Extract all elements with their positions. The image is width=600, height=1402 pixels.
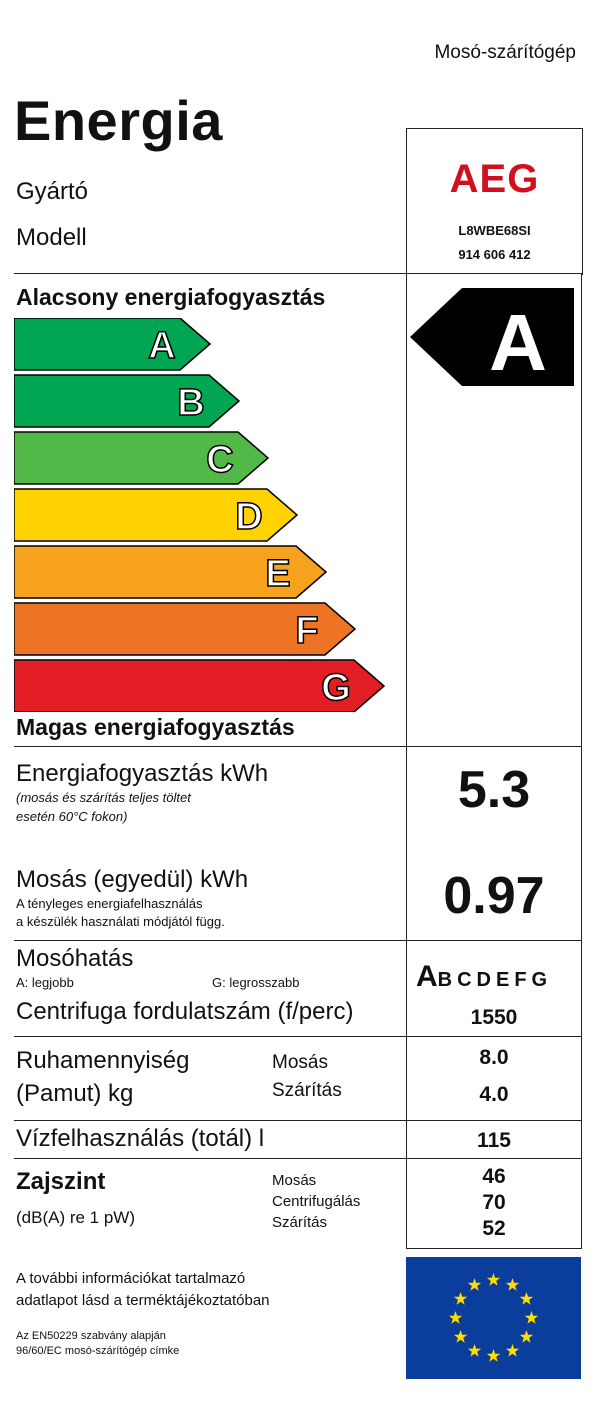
energy-consumption-value: 5.3	[457, 761, 531, 819]
noise-dry-value: 52	[482, 1217, 506, 1240]
capacity-wash-value: 8.0	[479, 1046, 509, 1069]
low-consumption-label: Alacsony energiafogyasztás	[16, 284, 326, 310]
capacity-dry-value: 4.0	[479, 1083, 509, 1106]
energy-consumption-note: (mosás és szárítás teljes töltet	[16, 790, 191, 805]
divider	[14, 273, 582, 274]
noise-label: Zajszint	[16, 1168, 106, 1195]
eu-star	[467, 1278, 482, 1291]
energy-class-bar-e: E	[14, 545, 328, 599]
washing-consumption-note: A tényleges energiafelhasználás	[16, 896, 203, 911]
washing-performance-scale: ABCDEFG	[416, 960, 576, 994]
eu-star	[448, 1311, 463, 1324]
noise-dry-label: Szárítás	[272, 1214, 328, 1231]
energy-class-letter: F	[295, 610, 318, 652]
energy-class-bar-g: G	[14, 659, 386, 712]
energy-class-bar-f: F	[14, 602, 357, 656]
eu-star	[486, 1349, 501, 1362]
standard-text: 96/60/EC mosó-szárítógép címke	[16, 1345, 180, 1357]
washing-consumption-note: a készülék használati módjától függ.	[16, 914, 225, 929]
eu-star	[505, 1343, 520, 1357]
energy-class-bar-b: B	[14, 374, 241, 428]
product-number: 914 606 412	[458, 247, 531, 262]
noise-spin-value: 70	[482, 1191, 506, 1214]
capacity-unit: (Pamut) kg	[16, 1080, 134, 1107]
washing-performance-class: A	[416, 960, 438, 993]
capacity-wash-label: Mosás	[272, 1052, 328, 1073]
washing-consumption-label: Mosás (egyedül) kWh	[16, 866, 249, 893]
energy-class-bar-d: D	[14, 488, 299, 542]
divider	[14, 746, 582, 747]
energy-consumption-note: esetén 60°C fokon)	[16, 809, 128, 824]
eu-star	[467, 1343, 482, 1357]
energy-rating-letter: A	[489, 298, 547, 386]
energy-class-letter: A	[148, 325, 175, 367]
divider	[14, 940, 582, 941]
eu-star	[486, 1273, 501, 1286]
energy-class-letter: E	[265, 553, 290, 595]
brand-logo: AEG	[449, 157, 540, 201]
water-consumption-value: 115	[477, 1129, 511, 1152]
noise-wash-label: Mosás	[272, 1172, 317, 1189]
manufacturer-label: Gyártó	[16, 178, 89, 205]
brand-box: AEG L8WBE68SI 914 606 412	[406, 128, 583, 275]
water-consumption-label: Vízfelhasználás (totál) l	[16, 1125, 265, 1152]
model-label: Modell	[16, 224, 87, 251]
washing-performance-label: Mosóhatás	[16, 945, 134, 972]
spin-speed-label: Centrifuga fordulatszám (f/perc)	[16, 998, 354, 1025]
noise-unit: (dB(A) re 1 pW)	[16, 1208, 136, 1227]
standard-text: Az EN50229 szabvány alapján	[16, 1330, 166, 1342]
capacity-label: Ruhamennyiség	[16, 1047, 190, 1074]
divider	[14, 1158, 582, 1159]
energy-class-bar-a: A	[14, 318, 212, 371]
capacity-dry-label: Szárítás	[272, 1080, 342, 1101]
eu-star	[505, 1278, 520, 1291]
energy-class-letter: D	[235, 496, 262, 538]
eu-star	[453, 1292, 468, 1305]
info-text: adatlapot lásd a terméktájékoztatóban	[16, 1292, 270, 1309]
energy-class-letter: C	[206, 439, 233, 481]
noise-wash-value: 46	[482, 1165, 506, 1188]
appliance-type: Mosó-szárítógép	[434, 42, 576, 63]
noise-spin-label: Centrifugálás	[272, 1193, 361, 1210]
eu-star	[524, 1311, 539, 1324]
model-number: L8WBE68SI	[458, 223, 531, 238]
right-border	[581, 273, 582, 1248]
energy-consumption-label: Energiafogyasztás kWh	[16, 760, 269, 787]
energy-rating-arrow: A	[410, 288, 574, 386]
washing-consumption-value: 0.97	[443, 867, 545, 925]
column-divider	[406, 273, 407, 1248]
divider	[406, 1248, 582, 1249]
energy-class-bar-c: C	[14, 431, 270, 485]
divider	[14, 1036, 582, 1037]
eu-star	[519, 1292, 534, 1305]
spin-speed-value: 1550	[470, 1006, 518, 1029]
eu-flag	[406, 1257, 581, 1379]
high-consumption-label: Magas energiafogyasztás	[16, 714, 295, 740]
eu-flag-stars	[448, 1273, 539, 1362]
label-title: Energia	[14, 89, 223, 152]
eu-star	[519, 1330, 534, 1343]
info-text: A további információkat tartalmazó	[16, 1270, 246, 1287]
energy-class-letter: G	[321, 667, 351, 709]
divider	[14, 1120, 582, 1121]
energy-class-letter: B	[177, 382, 204, 424]
energy-class-scale: ABCDEFG	[14, 318, 386, 712]
washing-performance-best: A: legjobb	[16, 975, 74, 990]
washing-performance-worst: G: legrosszabb	[212, 975, 300, 990]
washing-performance-other-classes: BCDEFG	[437, 969, 553, 991]
eu-star	[453, 1330, 468, 1343]
